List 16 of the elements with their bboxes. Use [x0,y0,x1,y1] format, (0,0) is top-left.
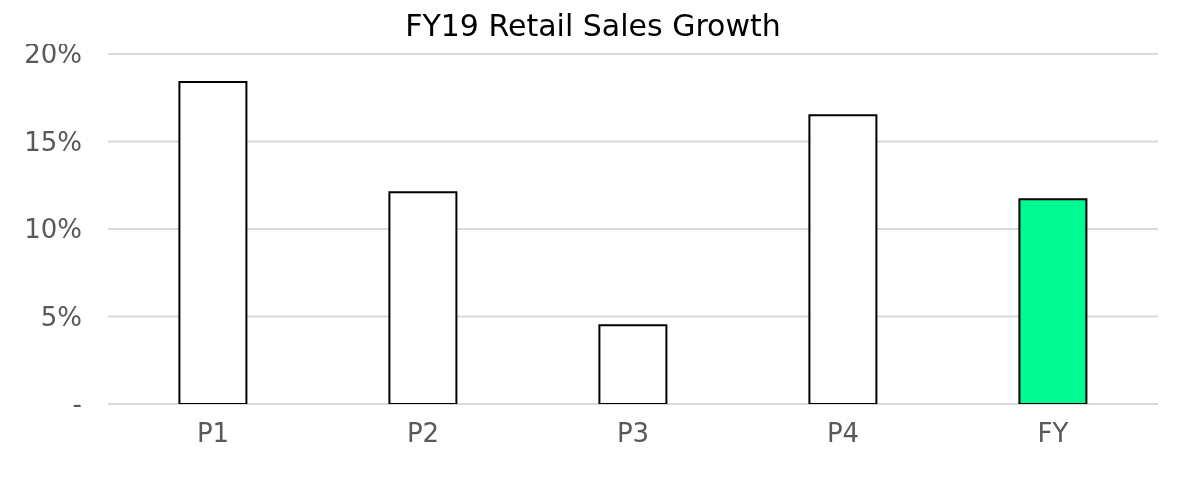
bar [598,324,668,404]
y-tick-label: 5% [40,301,82,332]
y-tick-label: 20% [24,39,82,70]
chart-title: FY19 Retail Sales Growth [405,8,781,43]
bar [388,191,458,404]
x-tick-label: P2 [406,418,440,449]
bar [1018,198,1088,404]
x-tick-label: P4 [826,418,860,449]
x-tick-label: P3 [616,418,650,449]
x-tick-label: FY [1037,418,1069,449]
bar [178,81,248,404]
bar [808,114,878,404]
y-tick-label: 10% [24,214,82,245]
y-tick-label: - [72,389,82,420]
x-tick-label: P1 [196,418,230,449]
y-tick-label: 15% [24,126,82,157]
